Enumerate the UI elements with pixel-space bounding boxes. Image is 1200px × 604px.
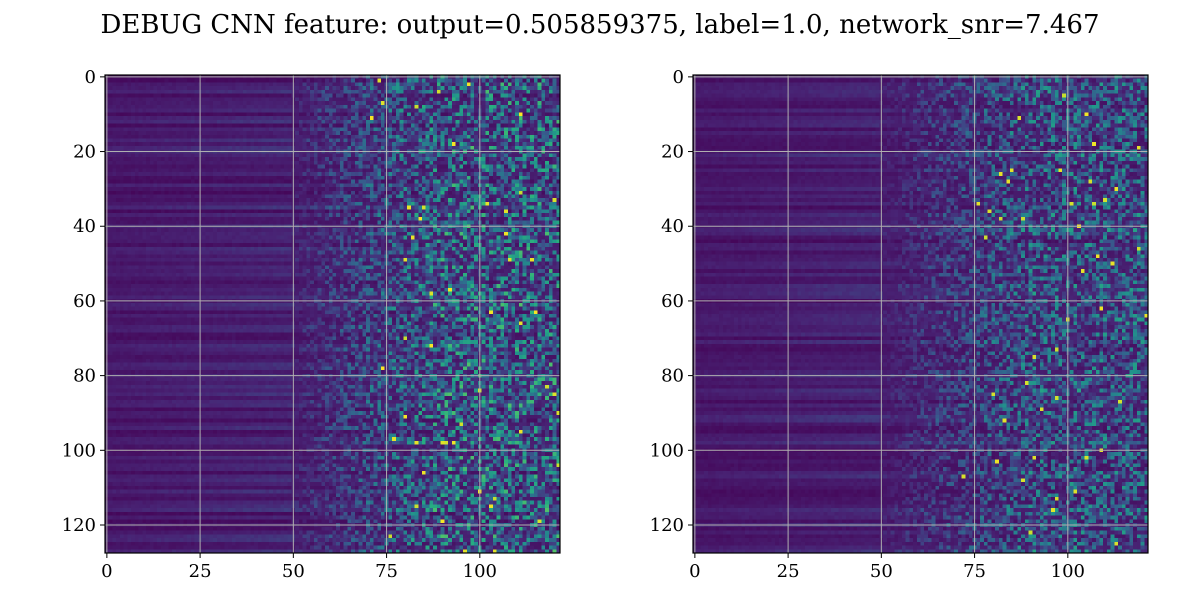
y-tick-label: 80: [73, 366, 96, 387]
y-ticks-left: 0 20 40 60 80 100 120: [62, 67, 105, 536]
y-tick-label: 40: [73, 216, 96, 237]
x-tick-label: 0: [101, 561, 112, 582]
y-tick-label: 0: [85, 67, 96, 88]
y-tick-label: 60: [73, 291, 96, 312]
y-tick-label: 80: [661, 366, 684, 387]
y-tick-label: 0: [673, 67, 684, 88]
heatmap-panel-right: 0 25 50 75 100 0 20 40 60 80 100 120: [650, 67, 1149, 582]
y-ticks-right: 0 20 40 60 80 100 120: [650, 67, 693, 536]
y-tick-label: 20: [661, 142, 684, 163]
y-tick-label: 40: [661, 216, 684, 237]
y-tick-label: 100: [650, 440, 684, 461]
x-tick-label: 75: [963, 561, 986, 582]
y-tick-label: 60: [661, 291, 684, 312]
x-ticks-right: 0 25 50 75 100: [689, 553, 1085, 582]
y-tick-label: 120: [62, 515, 96, 536]
y-tick-label: 120: [650, 515, 684, 536]
y-tick-label: 20: [73, 142, 96, 163]
grid-lines-right: [693, 75, 1148, 553]
heatmap-image-right: [693, 75, 1148, 553]
grid-lines-left: [105, 75, 560, 553]
x-tick-label: 25: [189, 561, 212, 582]
x-tick-label: 100: [1051, 561, 1085, 582]
y-tick-label: 100: [62, 440, 96, 461]
heatmap-image-left: [105, 75, 560, 553]
x-tick-label: 100: [463, 561, 497, 582]
x-tick-label: 0: [689, 561, 700, 582]
heatmap-panel-left: 0 25 50 75 100 0 20 40 60 80 100 120: [62, 67, 561, 582]
axes-frame-left: [104, 74, 561, 554]
x-tick-label: 50: [870, 561, 893, 582]
x-tick-label: 25: [777, 561, 800, 582]
figure-title: DEBUG CNN feature: output=0.505859375, l…: [101, 10, 1100, 40]
axes-frame-right: [692, 74, 1149, 554]
x-tick-label: 50: [282, 561, 305, 582]
x-tick-label: 75: [375, 561, 398, 582]
x-ticks-left: 0 25 50 75 100: [101, 553, 497, 582]
